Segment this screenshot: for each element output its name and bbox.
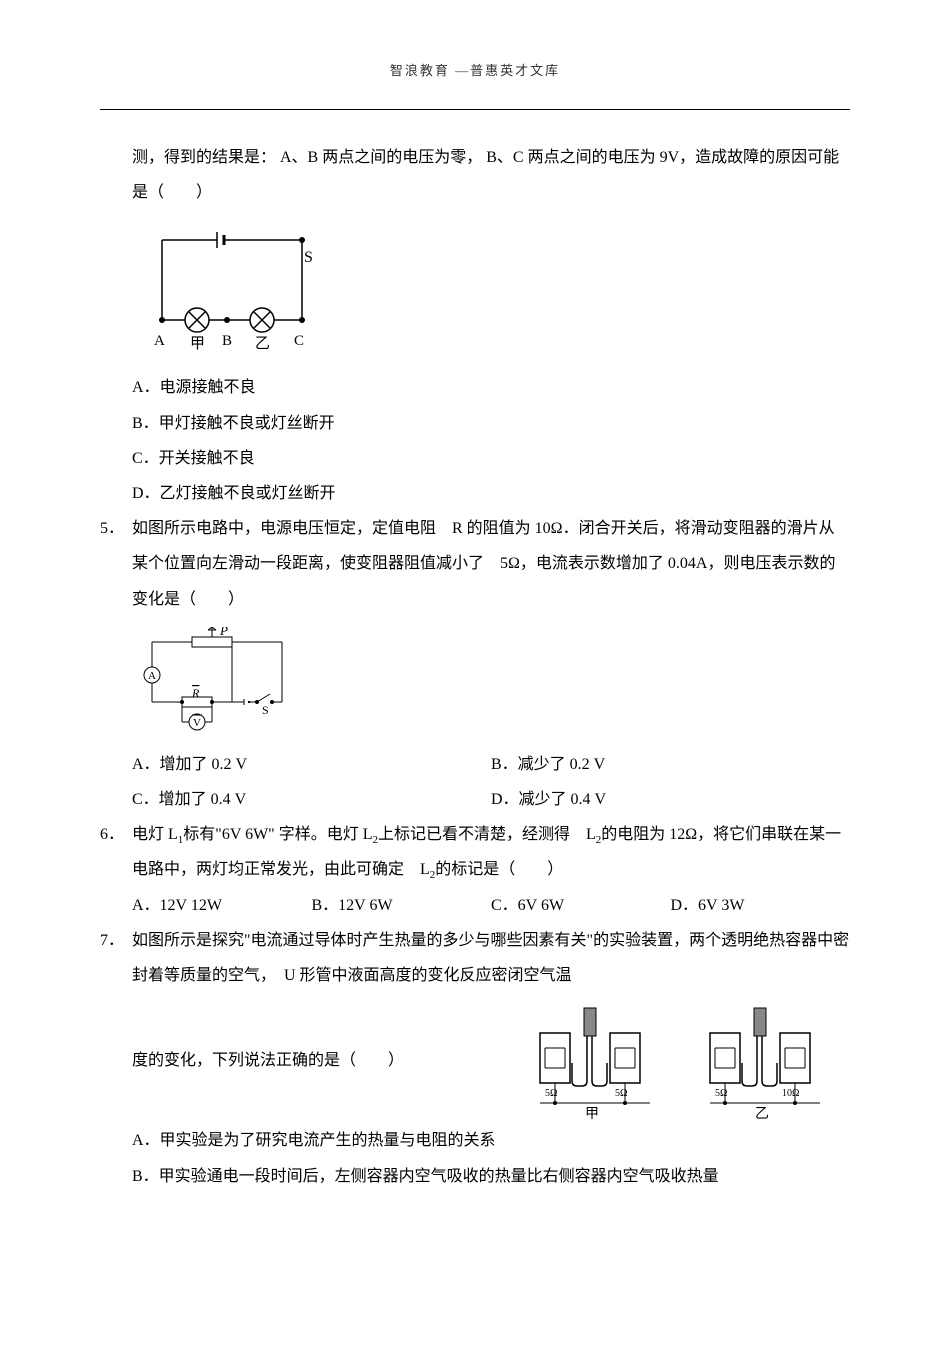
q5-opts-ab: A．增加了 0.2 V B．减少了 0.2 V bbox=[100, 747, 850, 782]
label-c: C bbox=[294, 333, 304, 349]
q7-row: 度的变化，下列说法正确的是（ ） 5Ω bbox=[100, 993, 850, 1123]
q4-circuit: S A 甲 B 乙 C bbox=[132, 220, 850, 360]
q5-opt-c: C．增加了 0.4 V bbox=[132, 782, 491, 817]
q5-opts-cd: C．增加了 0.4 V D．减少了 0.4 V bbox=[100, 782, 850, 817]
header-divider bbox=[100, 109, 850, 110]
label-b: B bbox=[222, 333, 232, 349]
q7-figures: 5Ω 5Ω 甲 bbox=[530, 993, 850, 1123]
label-r: R bbox=[191, 686, 200, 700]
q5-num: 5． bbox=[100, 511, 132, 617]
q6-opt-d: D．6V 3W bbox=[671, 888, 851, 923]
content: 测，得到的结果是： A、B 两点之间的电压为零， B、C 两点之间的电压为 9V… bbox=[100, 140, 850, 1194]
q7-body2: 度的变化，下列说法正确的是（ ） bbox=[100, 993, 510, 1078]
label-s: S bbox=[304, 249, 313, 266]
q5-body: 如图所示电路中，电源电压恒定，定值电阻 R 的阻值为 10Ω．闭合开关后，将滑动… bbox=[132, 511, 850, 617]
q7-r5c: 5Ω bbox=[715, 1088, 727, 1099]
label-voltmeter: V bbox=[193, 717, 201, 729]
q7-r10: 10Ω bbox=[782, 1088, 799, 1099]
q6-opts: A．12V 12W B．12V 6W C．6V 6W D．6V 3W bbox=[100, 888, 850, 923]
q7-yi: 乙 bbox=[755, 1106, 769, 1122]
q7-num: 7． bbox=[100, 923, 132, 993]
q6-opt-a: A．12V 12W bbox=[132, 888, 312, 923]
q6-opt-c: C．6V 6W bbox=[491, 888, 671, 923]
q5-circuit: P A R S bbox=[132, 627, 850, 737]
label-yi: 乙 bbox=[255, 336, 270, 352]
q4-text: 测，得到的结果是： A、B 两点之间的电压为零， B、C 两点之间的电压为 9V… bbox=[132, 149, 839, 201]
q4-continuation: 测，得到的结果是： A、B 两点之间的电压为零， B、C 两点之间的电压为 9V… bbox=[100, 140, 850, 210]
q7-r5b: 5Ω bbox=[615, 1088, 627, 1099]
q6-opt-b: B．12V 6W bbox=[312, 888, 492, 923]
q6: 6． 电灯 L1标有"6V 6W" 字样。电灯 L2上标记已看不清楚，经测得 L… bbox=[100, 817, 850, 888]
label-p: P bbox=[219, 627, 228, 638]
q5-opt-b: B．减少了 0.2 V bbox=[491, 747, 850, 782]
q7-jia: 甲 bbox=[585, 1107, 599, 1122]
q4-opt-b: B．甲灯接触不良或灯丝断开 bbox=[100, 406, 850, 441]
q6-num: 6． bbox=[100, 817, 132, 888]
q7-opt-a: A．甲实验是为了研究电流产生的热量与电阻的关系 bbox=[100, 1123, 850, 1158]
label-a: A bbox=[154, 333, 165, 349]
q7-r5a: 5Ω bbox=[545, 1088, 557, 1099]
q7: 7． 如图所示是探究"电流通过导体时产生热量的多少与哪些因素有关"的实验装置，两… bbox=[100, 923, 850, 993]
q7-body1: 如图所示是探究"电流通过导体时产生热量的多少与哪些因素有关"的实验装置，两个透明… bbox=[132, 923, 850, 993]
label-jia: 甲 bbox=[190, 336, 205, 352]
q7-opt-b: B．甲实验通电一段时间后，左侧容器内空气吸收的热量比右侧容器内空气吸收热量 bbox=[100, 1159, 850, 1194]
q6-body: 电灯 L1标有"6V 6W" 字样。电灯 L2上标记已看不清楚，经测得 L2的电… bbox=[132, 817, 850, 888]
label-ammeter: A bbox=[148, 670, 156, 682]
label-switch: S bbox=[262, 703, 269, 717]
q4-opt-c: C．开关接触不良 bbox=[100, 441, 850, 476]
q4-opt-a: A．电源接触不良 bbox=[100, 370, 850, 405]
q5-opt-d: D．减少了 0.4 V bbox=[491, 782, 850, 817]
q5-opt-a: A．增加了 0.2 V bbox=[132, 747, 491, 782]
q4-opt-d: D．乙灯接触不良或灯丝断开 bbox=[100, 476, 850, 511]
page-header: 智浪教育 —普惠英才文库 bbox=[100, 60, 850, 79]
q5: 5． 如图所示电路中，电源电压恒定，定值电阻 R 的阻值为 10Ω．闭合开关后，… bbox=[100, 511, 850, 617]
